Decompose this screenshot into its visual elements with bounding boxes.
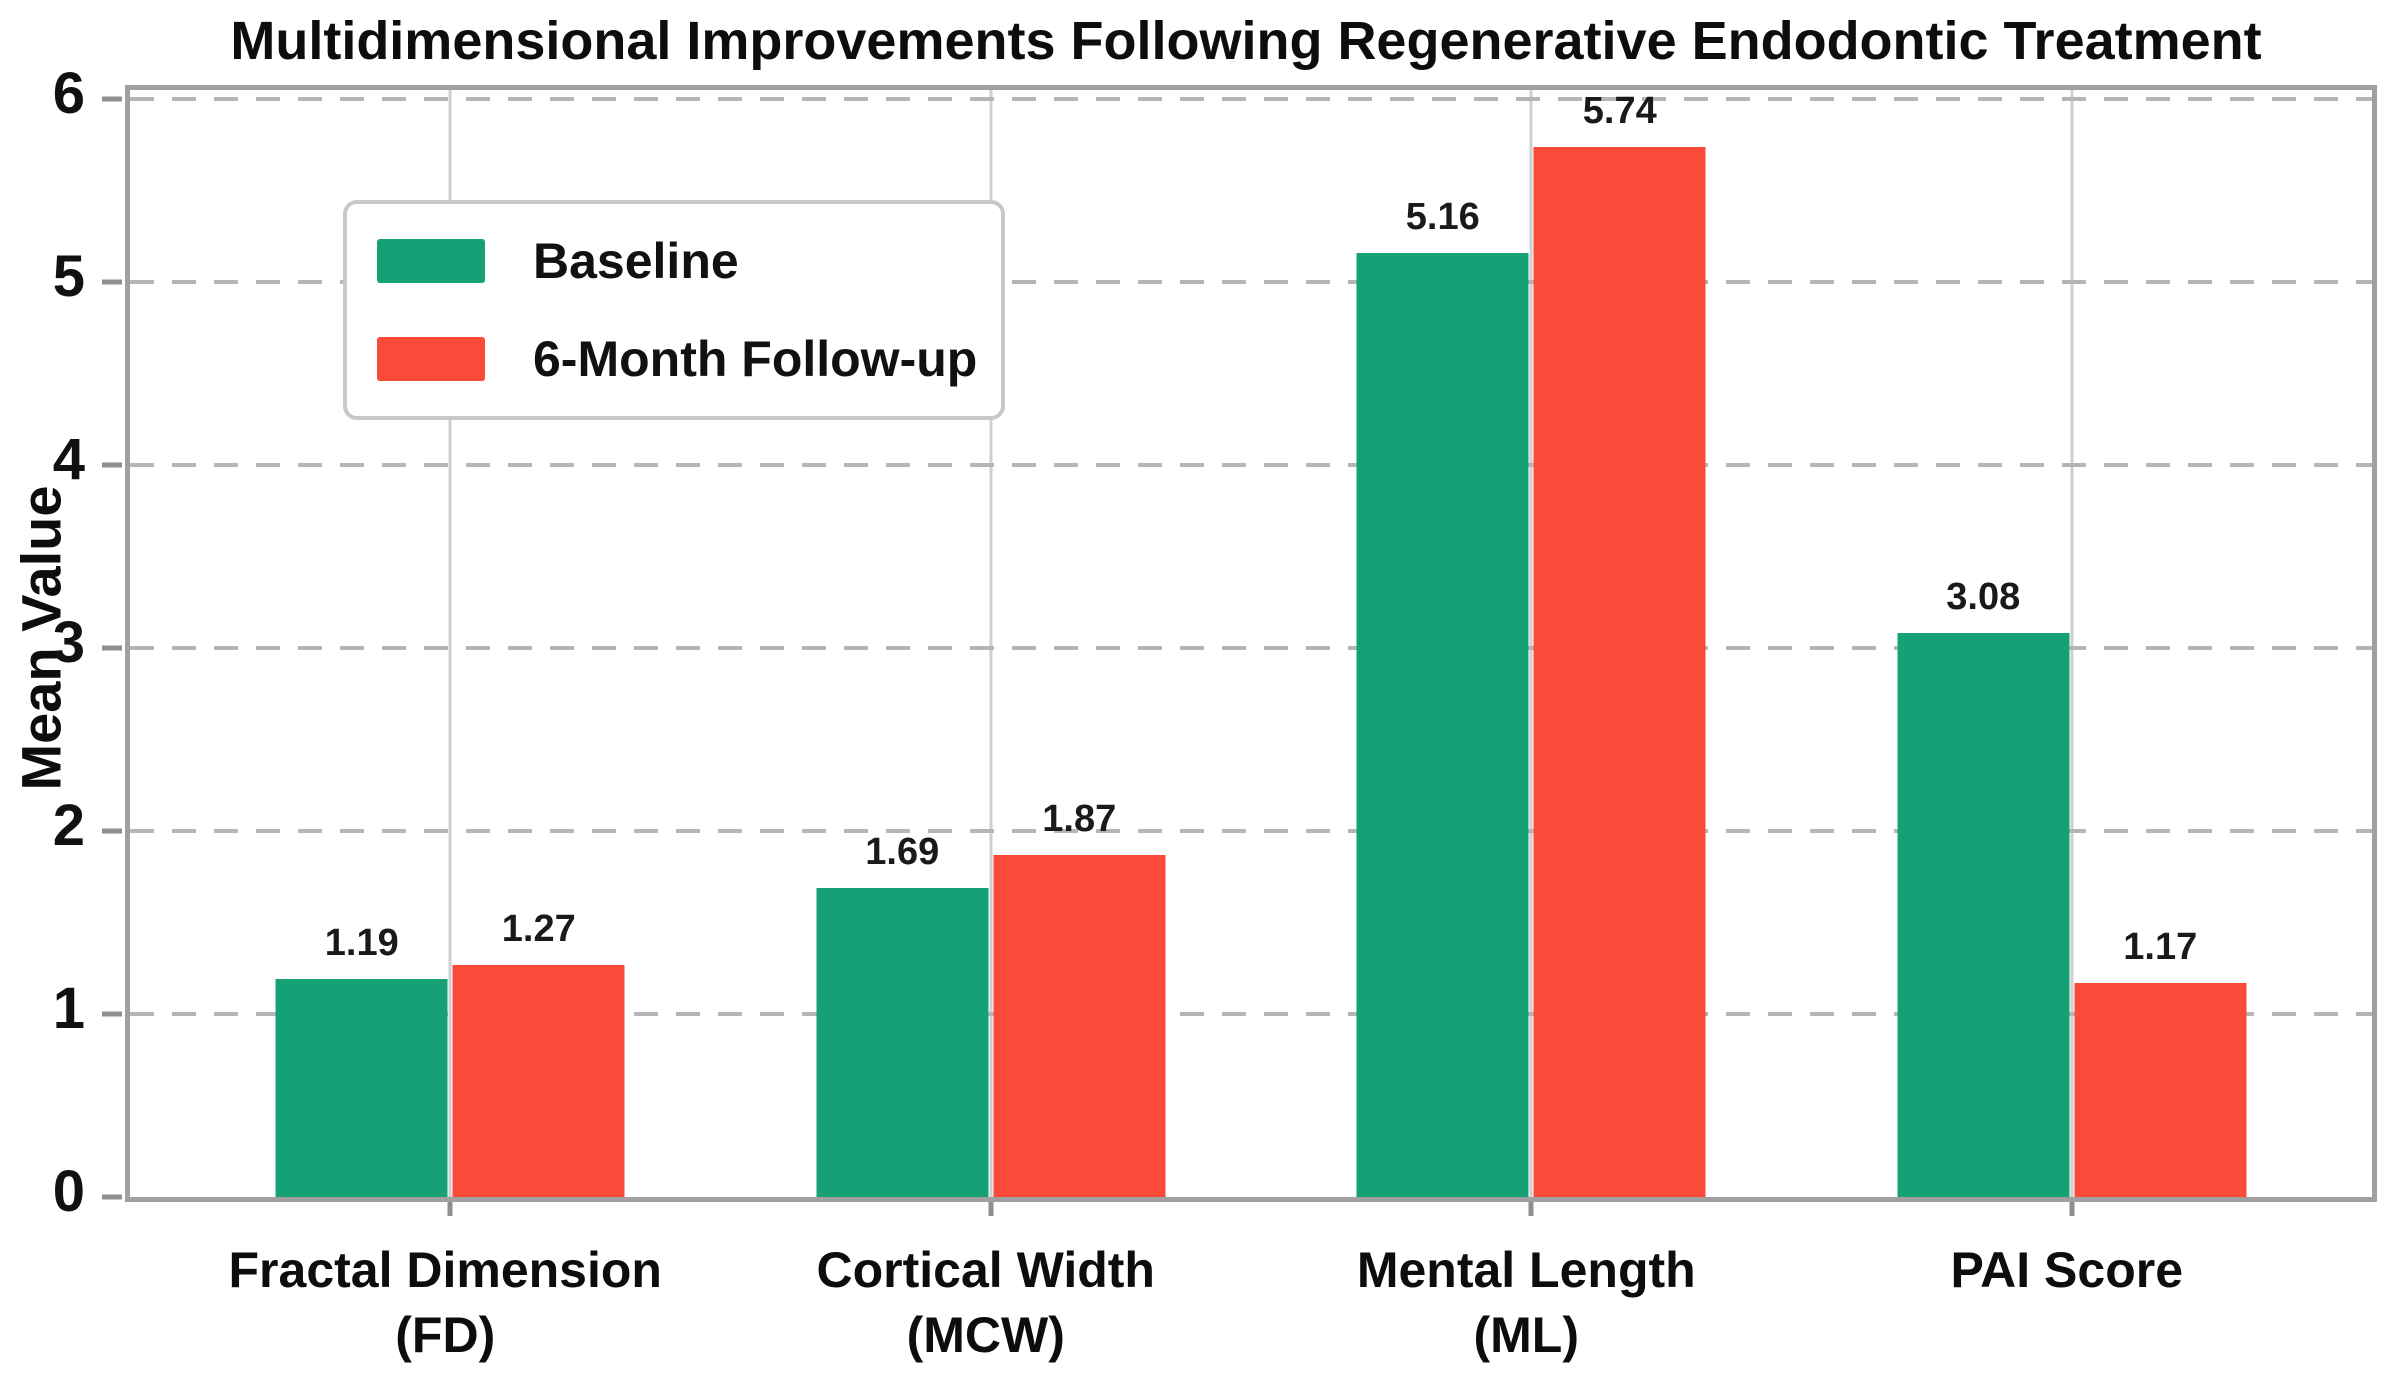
bar-value-label: 5.16 [1405, 195, 1480, 238]
legend-swatch-baseline-icon [377, 239, 485, 283]
bar-followup-0: 1.27 [452, 908, 625, 1197]
bar-followup-3: 1.17 [2074, 926, 2247, 1197]
v-gridline-3 [2070, 90, 2074, 1197]
v-gridline-2 [1529, 90, 1533, 1197]
bar-followup-2: 5.74 [1533, 90, 1706, 1197]
x-tick-mark-2 [1528, 1202, 1534, 1216]
bar-groups: 1.19 1.27 1.69 1.87 5.16 5.74 3.08 1.17 [130, 90, 2372, 1197]
chart-title: Multidimensional Improvements Following … [230, 11, 2262, 71]
legend-swatch-followup-icon [377, 337, 485, 381]
category-group-1: 1.69 1.87 [721, 90, 1262, 1197]
y-tick-mark-5 [102, 279, 122, 285]
y-tick-label-6: 6 [52, 61, 85, 127]
legend-label-followup: 6-Month Follow-up [533, 331, 978, 387]
y-tick-mark-1 [102, 1011, 122, 1017]
bar-pair-3: 3.08 1.17 [1897, 90, 2247, 1197]
x-category-label-0: Fractal Dimension (FD) [228, 1242, 662, 1363]
y-tick-mark-2 [102, 828, 122, 834]
v-gridline-1 [989, 90, 993, 1197]
bar-followup-1: 1.87 [993, 798, 1166, 1197]
legend: Baseline 6-Month Follow-up [343, 200, 1006, 420]
legend-entry-followup: 6-Month Follow-up [377, 330, 977, 388]
bar-value-label: 1.27 [501, 907, 576, 950]
y-tick-label-1: 1 [52, 976, 85, 1042]
bar-pair-0: 1.19 1.27 [275, 90, 625, 1197]
y-tick-mark-4 [102, 462, 122, 468]
bar-baseline-1: 1.69 [816, 831, 989, 1197]
x-tick-mark-3 [2069, 1202, 2075, 1216]
bar-value-label: 1.19 [324, 922, 399, 965]
x-tick-mark-0 [447, 1202, 453, 1216]
category-group-0: 1.19 1.27 [180, 90, 721, 1197]
y-tick-mark-0 [102, 1194, 122, 1200]
x-axis-labels: Fractal Dimension (FD) Cortical Width (MC… [125, 1238, 2367, 1368]
x-category-label-3: PAI Score [1950, 1242, 2184, 1298]
x-tick-mark-1 [988, 1202, 994, 1216]
category-group-3: 3.08 1.17 [1802, 90, 2343, 1197]
legend-entry-baseline: Baseline [377, 232, 977, 290]
h-gridline-2 [130, 829, 2372, 834]
bar-value-label: 1.17 [2123, 925, 2198, 968]
y-tick-label-0: 0 [52, 1159, 85, 1224]
y-tick-mark-3 [102, 645, 122, 651]
y-tick-label-2: 2 [52, 793, 85, 859]
bar-value-label: 1.87 [1042, 797, 1117, 840]
y-tick-label-5: 5 [52, 244, 85, 310]
y-tick-mark-6 [102, 96, 122, 102]
bar-value-label: 1.69 [865, 830, 940, 873]
h-gridline-4 [130, 463, 2372, 468]
legend-label-baseline: Baseline [533, 233, 739, 289]
h-gridline-3 [130, 646, 2372, 651]
x-category-label-1: Cortical Width (MCW) [816, 1242, 1155, 1363]
bar-baseline-0: 1.19 [275, 922, 448, 1197]
y-tick-label-3: 3 [52, 610, 85, 676]
bar-pair-1: 1.69 1.87 [816, 90, 1166, 1197]
y-tick-label-4: 4 [52, 427, 85, 493]
x-category-label-2: Mental Length (ML) [1356, 1242, 1696, 1363]
bar-value-label: 5.74 [1582, 89, 1657, 132]
h-gridline-1 [130, 1012, 2372, 1017]
h-gridline-5 [130, 280, 2372, 285]
category-group-2: 5.16 5.74 [1261, 90, 1802, 1197]
bar-value-label: 3.08 [1946, 576, 2021, 619]
h-gridline-6 [130, 97, 2372, 102]
bar-pair-2: 5.16 5.74 [1356, 90, 1706, 1197]
plot-area: 1.19 1.27 1.69 1.87 5.16 5.74 3.08 1.17 Baselin… [102, 85, 2377, 1216]
v-gridline-0 [448, 90, 452, 1197]
bar-baseline-2: 5.16 [1356, 196, 1529, 1197]
bar-baseline-3: 3.08 [1897, 576, 2070, 1197]
